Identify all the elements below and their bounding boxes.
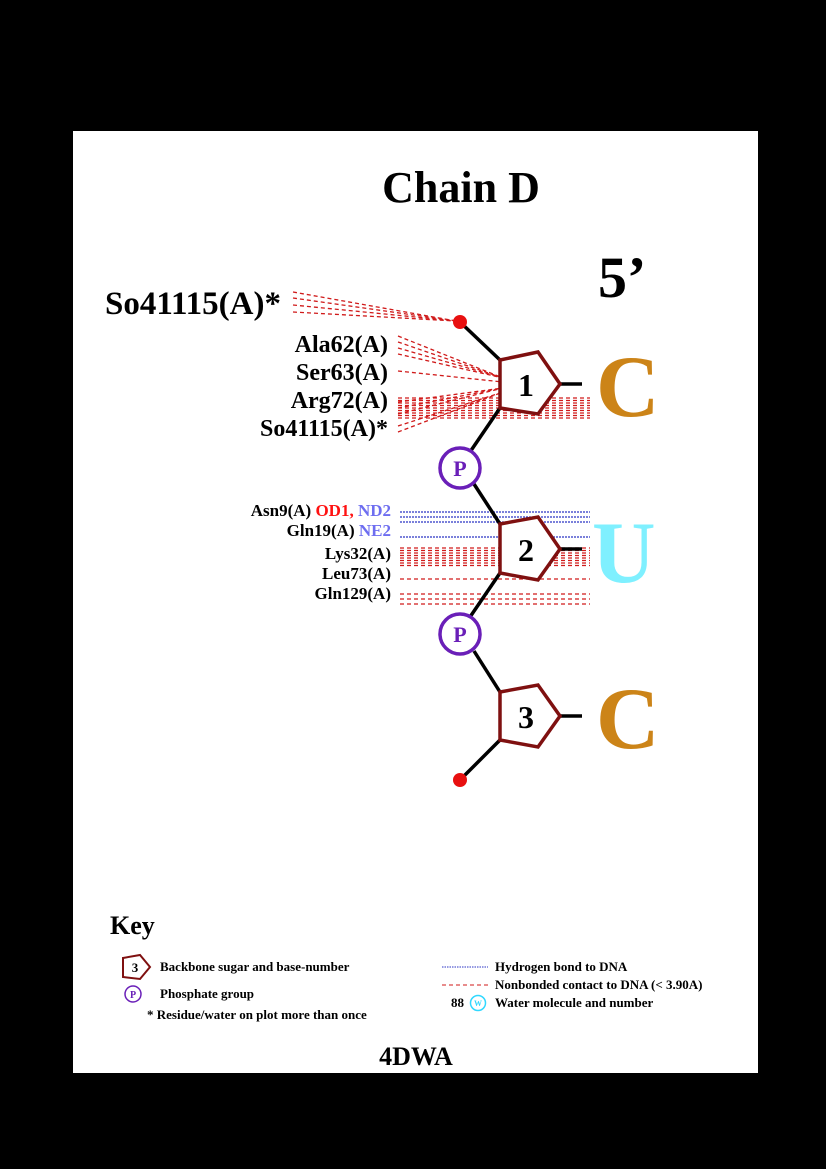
nonbonded-contact-line	[397, 341, 504, 379]
residue-label: Arg72(A)	[291, 388, 388, 414]
nonbonded-contact-line	[397, 391, 504, 433]
legend-sugar-icon	[122, 953, 152, 981]
diagram-panel	[73, 131, 758, 1073]
nonbonded-contact-line	[397, 391, 504, 427]
legend-phosphate-icon	[124, 985, 142, 1003]
base-letter-2: U	[592, 505, 656, 602]
five-prime-label: 5’	[598, 245, 646, 310]
nonbonded-contact-line	[292, 311, 457, 322]
nonbonded-contact-line	[397, 335, 504, 379]
legend-water-letter: W	[474, 999, 482, 1008]
sugar-number: 1	[518, 367, 534, 403]
backbone	[458, 320, 582, 782]
legend-phosphate-desc: Phosphate group	[160, 986, 254, 1001]
legend-repeat-desc: * Residue/water on plot more than once	[147, 1007, 367, 1022]
backbone-bond	[472, 650, 502, 693]
legend: Key 3 Backbone sugar and base-number P P…	[110, 911, 702, 1022]
terminal-atom-3	[453, 773, 467, 787]
backbone-bond	[458, 320, 502, 362]
legend-sugar-number: 3	[132, 960, 139, 975]
phosphate-2: P	[438, 612, 482, 656]
atom-name: OD1,	[315, 501, 353, 520]
sugar-2: 2	[498, 515, 563, 582]
residue-label: So41115(A)*	[260, 416, 388, 442]
phosphate-circle	[438, 446, 482, 490]
legend-water-icon	[469, 994, 487, 1012]
base-letter-1: C	[596, 339, 660, 436]
residue-label-gln19: Gln19(A) NE2	[287, 521, 391, 540]
legend-hbond-desc: Hydrogen bond to DNA	[495, 959, 628, 974]
phosphate-label: P	[453, 622, 466, 647]
nonbonded-contact-line	[397, 387, 504, 409]
sugar-3: 3	[498, 683, 563, 749]
residue-label-asn9: Asn9(A) OD1, ND2	[251, 501, 391, 520]
phosphate-circle	[438, 612, 482, 656]
residue-label: Leu73(A)	[322, 564, 391, 583]
base-letter-3: C	[596, 671, 660, 768]
legend-sugar-desc: Backbone sugar and base-number	[160, 959, 350, 974]
backbone-bond	[468, 572, 502, 618]
legend-title: Key	[110, 911, 155, 940]
phosphate-label: P	[453, 456, 466, 481]
residue-label: Ala62(A)	[295, 332, 388, 358]
chain-title: Chain D	[382, 163, 540, 212]
residue-name: Asn9(A)	[251, 501, 311, 520]
pdb-code: 4DWA	[379, 1042, 453, 1071]
nonbonded-contact-line	[397, 370, 504, 383]
sugar-number: 2	[518, 532, 534, 568]
residue-label: So41115(A)*	[105, 286, 281, 322]
legend-water-desc: Water molecule and number	[495, 995, 654, 1010]
legend-nonbonded-desc: Nonbonded contact to DNA (< 3.90A)	[495, 977, 702, 992]
residue-label: Ser63(A)	[296, 360, 388, 386]
backbone-bond	[458, 738, 502, 782]
sugar-1: 1	[498, 350, 563, 416]
residue-label: Gln129(A)	[315, 584, 392, 603]
sugar-pentagon	[498, 350, 563, 416]
atom-name: ND2	[358, 501, 391, 520]
terminal-atom-5	[453, 315, 467, 329]
legend-water-number: 88	[451, 995, 465, 1010]
backbone-bond	[472, 483, 502, 525]
sugar-pentagon	[498, 515, 563, 582]
nonbonded-contact-line	[292, 304, 457, 322]
phosphate-1: P	[438, 446, 482, 490]
nonbonded-contact-line	[397, 347, 504, 379]
nonbonded-contact-line	[397, 387, 504, 403]
residue-label: Lys32(A)	[325, 544, 391, 563]
nonbonded-contact-line	[397, 353, 504, 379]
residue-name: Gln19(A)	[287, 521, 355, 540]
sugar-number: 3	[518, 699, 534, 735]
backbone-bond	[468, 407, 502, 453]
atom-name: NE2	[359, 521, 391, 540]
sugar-pentagon	[498, 683, 563, 749]
legend-phosphate-letter: P	[130, 990, 136, 1001]
